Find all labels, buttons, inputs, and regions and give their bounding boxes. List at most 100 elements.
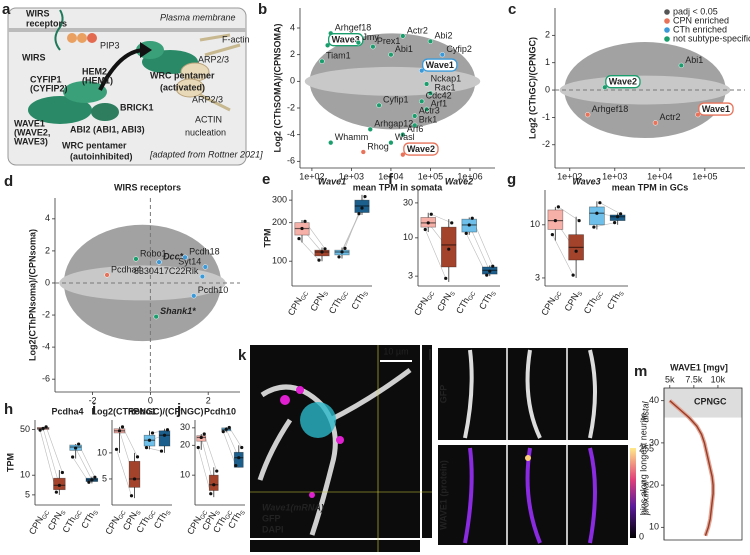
pair-line xyxy=(116,449,132,496)
y-tick-label: 10 xyxy=(403,232,413,242)
box xyxy=(128,460,141,488)
point-label: Pcdh10 xyxy=(198,285,229,295)
point-label: Wave2 xyxy=(609,77,637,87)
y-tick-label: 3 xyxy=(535,272,540,282)
y-tick-label: 0 xyxy=(545,84,550,94)
point xyxy=(553,218,557,223)
point-label: Rac1 xyxy=(434,83,455,93)
signal xyxy=(525,455,531,461)
point xyxy=(237,456,241,460)
panel-letter: c xyxy=(508,1,516,18)
x-axis-label: Log2(CThPNGC)/(CPNGC) xyxy=(92,406,204,416)
colorbar-label: 255 xyxy=(639,443,654,453)
pair-line xyxy=(468,224,491,272)
x-tick-label: CPNGC xyxy=(27,507,51,537)
point xyxy=(556,205,560,209)
category-subscript: GC xyxy=(74,509,84,520)
diagram-label: WIRS xyxy=(26,8,50,18)
category-subscript: S xyxy=(323,291,330,297)
diagram-label: Plasma membrane xyxy=(160,12,236,22)
point xyxy=(360,206,364,210)
x-tick-label: -2 xyxy=(89,395,97,405)
pair-line xyxy=(552,234,574,276)
point xyxy=(577,218,581,223)
point xyxy=(44,425,48,429)
mrna xyxy=(296,386,304,394)
x-tick-label: CThS xyxy=(79,507,99,531)
point xyxy=(114,447,119,451)
point xyxy=(613,221,617,225)
point-label: Robo1 xyxy=(140,248,167,258)
pair-line xyxy=(599,202,621,215)
y-tick-label: 10 xyxy=(649,522,659,532)
point xyxy=(464,231,468,235)
point-label: Actr2 xyxy=(659,112,680,122)
row-label: GFP xyxy=(438,385,448,404)
y-axis-label: TPM xyxy=(262,229,272,248)
point xyxy=(156,259,162,265)
diagram-label: WIRS xyxy=(22,52,46,62)
point xyxy=(135,455,140,459)
panel-letter: h xyxy=(4,401,13,418)
point xyxy=(117,429,122,433)
point xyxy=(212,483,216,487)
point-label: Nckap1 xyxy=(431,73,462,83)
point xyxy=(423,106,430,112)
point xyxy=(221,429,225,434)
actin xyxy=(199,33,241,112)
x-tick-label: CPNGC xyxy=(412,288,436,318)
point xyxy=(38,428,42,432)
point xyxy=(74,446,78,450)
category-subscript: GC xyxy=(426,290,436,301)
pair-line xyxy=(146,447,162,452)
point-label: Arhgap12 xyxy=(374,119,413,129)
point xyxy=(120,425,125,429)
point xyxy=(412,122,418,128)
box xyxy=(233,451,244,468)
y-tick-label: 20 xyxy=(649,479,659,489)
y-tick-label: 40 xyxy=(649,395,659,405)
point xyxy=(41,426,45,431)
point-label: Prex1 xyxy=(377,36,401,46)
category-subscript: GC xyxy=(41,509,51,520)
point xyxy=(598,201,602,205)
cloud xyxy=(559,75,731,105)
point xyxy=(412,113,418,119)
point-label: Cyfip1 xyxy=(383,95,409,105)
category-subscript: S xyxy=(239,510,246,516)
pair-line xyxy=(42,428,60,486)
diagram-label: receptors xyxy=(26,18,67,28)
x-tick-label: CThS xyxy=(152,507,172,531)
profile-line xyxy=(669,400,714,537)
box xyxy=(158,430,171,447)
label-box xyxy=(403,142,439,156)
point-label: Abi1 xyxy=(395,44,413,54)
point xyxy=(328,140,334,146)
diagram-label: (CYFIP2) xyxy=(30,83,68,93)
point xyxy=(202,264,208,270)
channel-label: Wave1(mRNA) xyxy=(262,502,324,512)
category-subscript: S xyxy=(618,291,625,297)
diagram-label: PIP3 xyxy=(100,40,120,50)
point xyxy=(423,81,430,87)
legend-label: not subtype-specific xyxy=(673,33,750,43)
diagram-label: WRC pentamer xyxy=(150,70,215,80)
x-tick-label: CPNS xyxy=(435,288,456,314)
label-box xyxy=(422,58,458,72)
diagram-label: WAVE1 xyxy=(14,118,45,128)
point xyxy=(400,152,406,158)
point xyxy=(317,258,321,262)
colorbar xyxy=(630,448,636,538)
category-subscript: S xyxy=(60,510,67,516)
point-label: Brk1 xyxy=(419,115,438,125)
x-tick-label: 1e+03 xyxy=(339,171,364,181)
x-axis-label: mean TPM in GCs xyxy=(612,182,689,192)
point xyxy=(147,438,152,442)
point xyxy=(182,254,188,260)
image-l xyxy=(438,348,636,545)
x-tick-label: 2 xyxy=(206,395,211,405)
category-subscript: GC xyxy=(595,290,605,301)
category-subscript: GC xyxy=(340,290,350,301)
x-tick-label: 1e+06 xyxy=(457,171,482,181)
point xyxy=(303,219,307,223)
